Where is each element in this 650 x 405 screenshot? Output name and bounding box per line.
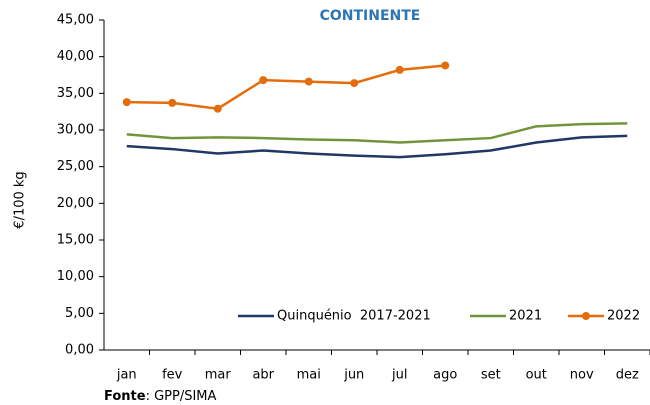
- point: [122, 98, 131, 107]
- y-tick-label: 35,00: [57, 86, 94, 101]
- x-tick-label: out: [526, 368, 547, 383]
- source: Fonte: GPP/SIMA: [104, 389, 217, 404]
- source-label: Fonte: [104, 389, 146, 404]
- x-tick-label: jun: [343, 368, 364, 383]
- y-tick-label: 15,00: [57, 233, 94, 248]
- series-line: [126, 134, 628, 159]
- legend-marker: [582, 312, 590, 320]
- y-tick-label: 25,00: [57, 159, 94, 174]
- point: [350, 79, 359, 88]
- source-text: : GPP/SIMA: [146, 389, 217, 404]
- y-tick-label: 5,00: [65, 306, 94, 321]
- point: [441, 61, 450, 70]
- point: [213, 104, 222, 113]
- legend-label: 2022: [607, 309, 640, 324]
- chart-title: CONTINENTE: [320, 8, 421, 24]
- x-tick-label: mar: [205, 368, 232, 383]
- x-tick-label: fev: [162, 368, 183, 383]
- x-tick-label: dez: [616, 368, 639, 383]
- series-line: [126, 122, 628, 144]
- y-tick-label: 10,00: [57, 269, 94, 284]
- x-tick-label: jul: [391, 368, 407, 383]
- point: [259, 76, 268, 85]
- series-line: [126, 64, 446, 111]
- point: [304, 77, 313, 86]
- legend-label: Quinquénio 2017-2021: [277, 309, 431, 324]
- x-tick-label: mai: [297, 368, 321, 383]
- point: [395, 65, 404, 74]
- y-axis-label: €/100 kg: [13, 171, 28, 228]
- x-tick-label: set: [481, 368, 501, 383]
- y-tick-label: 20,00: [57, 196, 94, 211]
- x-tick-label: ago: [433, 368, 457, 383]
- y-tick-label: 40,00: [57, 49, 94, 64]
- y-tick-label: 45,00: [57, 13, 94, 28]
- x-tick-label: nov: [570, 368, 594, 383]
- y-tick-label: 30,00: [57, 123, 94, 138]
- point: [168, 98, 177, 107]
- y-tick-label: 0,00: [65, 343, 94, 358]
- x-tick-label: abr: [252, 368, 274, 383]
- legend-label: 2021: [509, 309, 542, 324]
- x-tick-label: jan: [116, 368, 137, 383]
